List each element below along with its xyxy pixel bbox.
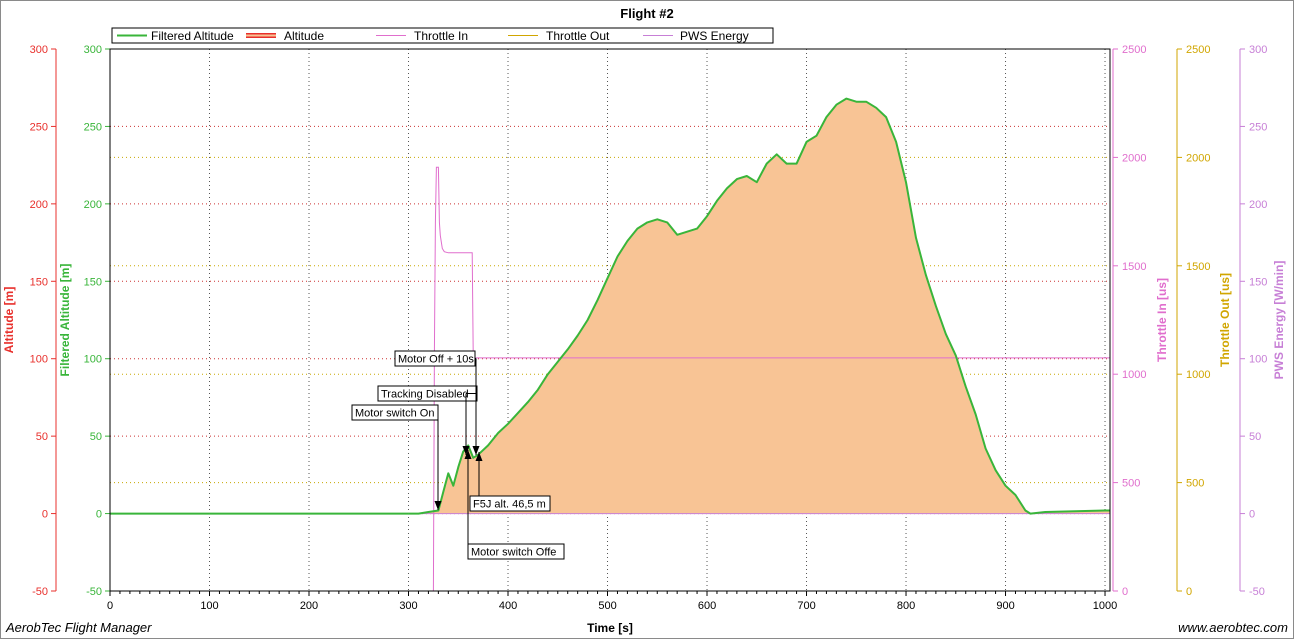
annotation-label: Motor switch On <box>355 408 434 420</box>
tick-label: -50 <box>32 586 48 598</box>
tick-label: 100 <box>30 354 48 366</box>
tick-label: 300 <box>399 600 417 612</box>
annotation-arrow <box>464 450 472 459</box>
tick-label: 2500 <box>1186 44 1210 56</box>
tick-label: 500 <box>1186 478 1204 490</box>
legend-entry-pws-energy[interactable]: PWS Energy <box>643 29 749 43</box>
legend-entry-throttle-in[interactable]: Throttle In <box>376 29 468 43</box>
legend-entry-altitude[interactable]: Altitude <box>246 29 324 43</box>
legend-swatch-altitude-inner <box>246 34 276 37</box>
tick-label: 250 <box>30 121 48 133</box>
tick-label: 100 <box>200 600 218 612</box>
y-axis-altitude: -50 0 50 100 150 200 250 300 Altitude [m] <box>2 44 57 598</box>
tick-label: 300 <box>84 44 102 56</box>
tick-label: 1000 <box>1186 369 1210 381</box>
annotation-marker: Tracking Disabled <box>377 385 478 455</box>
tick-label: 600 <box>698 600 716 612</box>
legend-entry-throttle-out[interactable]: Throttle Out <box>508 29 610 43</box>
tick-label: 800 <box>897 600 915 612</box>
tick-label: 1000 <box>1093 600 1117 612</box>
tick-label: 400 <box>499 600 517 612</box>
tick-label: 0 <box>107 600 113 612</box>
axis-label: Filtered Altitude [m] <box>58 264 72 377</box>
annotation-label: Motor Off + 10s <box>398 354 474 366</box>
y-axis-pws-energy: -50 0 50 100 150 200 250 300 PWS Energy [W/min] <box>1239 44 1286 598</box>
tick-label: 200 <box>300 600 318 612</box>
tick-label: 0 <box>1186 586 1192 598</box>
tick-label: 50 <box>90 431 102 443</box>
tick-label: 250 <box>1249 121 1267 133</box>
legend-label: Filtered Altitude <box>151 29 234 43</box>
tick-label: 150 <box>84 276 102 288</box>
area-layer <box>110 98 1110 514</box>
axis-label: PWS Energy [W/min] <box>1272 261 1286 380</box>
tick-label: 0 <box>42 509 48 521</box>
tick-label: 500 <box>598 600 616 612</box>
marker-layer: Motor switch On Tracking Disabled Motor Of… <box>351 350 565 560</box>
tick-label: 100 <box>84 354 102 366</box>
tick-label: 150 <box>1249 276 1267 288</box>
tick-label: 700 <box>797 600 815 612</box>
legend-label: Throttle In <box>414 29 468 43</box>
axis-label: Altitude [m] <box>2 287 16 354</box>
annotation-arrow <box>462 446 470 455</box>
website-link[interactable]: www.aerobtec.com <box>1178 620 1288 635</box>
tick-label: 2500 <box>1122 44 1146 56</box>
tick-label: 900 <box>996 600 1014 612</box>
y-axis-throttle-in: 0 500 1000 1500 2000 2500 Throttle In [us] <box>1112 44 1169 598</box>
legend-box <box>111 27 774 44</box>
tick-label: 50 <box>1249 431 1261 443</box>
legend: Filtered Altitude Altitude Throttle In T… <box>111 27 774 44</box>
x-axis-label: Time [s] <box>587 621 633 635</box>
axis-label: Throttle Out [us] <box>1218 273 1232 367</box>
tick-label: 1500 <box>1186 261 1210 273</box>
y-axis-throttle-out: 0 500 1000 1500 2000 2500 Throttle Out [us] <box>1176 44 1232 598</box>
tick-label: 500 <box>1122 478 1140 490</box>
annotation-box <box>469 495 551 512</box>
series-line-filtered-altitude <box>110 97 1110 515</box>
tick-label: 300 <box>30 44 48 56</box>
app-name: AerobTec Flight Manager <box>6 620 152 635</box>
tick-label: -50 <box>1249 586 1265 598</box>
annotation-marker: Motor Off + 10s <box>394 350 480 455</box>
tick-label: -50 <box>86 586 102 598</box>
annotation-label: F5J alt. 46,5 m <box>473 499 546 511</box>
tick-label: 2000 <box>1186 152 1210 164</box>
tick-label: 0 <box>96 509 102 521</box>
annotation-label: Tracking Disabled <box>381 389 469 401</box>
series-line-throttle-in <box>110 166 1110 592</box>
annotation-marker: Motor switch Offe <box>464 450 565 560</box>
tick-label: 0 <box>1122 586 1128 598</box>
annotation-marker: F5J alt. 46,5 m <box>469 452 551 512</box>
legend-entry-filtered-altitude[interactable]: Filtered Altitude <box>117 29 234 43</box>
annotation-marker: Motor switch On <box>351 404 442 510</box>
annotation-box <box>467 543 565 560</box>
tick-label: 300 <box>1249 44 1267 56</box>
tick-label: 1500 <box>1122 261 1146 273</box>
tick-label: 50 <box>36 431 48 443</box>
chart-title: Flight #2 <box>620 6 673 21</box>
axis-label: Throttle In [us] <box>1155 278 1169 362</box>
tick-label: 0 <box>1249 509 1255 521</box>
legend-label: PWS Energy <box>680 29 749 43</box>
tick-label: 200 <box>84 199 102 211</box>
tick-label: 1000 <box>1122 369 1146 381</box>
tick-label: 200 <box>1249 199 1267 211</box>
tick-label: 250 <box>84 121 102 133</box>
annotation-label: Motor switch Offe <box>471 547 556 559</box>
legend-label: Altitude <box>284 29 324 43</box>
tick-label: 200 <box>30 199 48 211</box>
series-area-altitude <box>110 98 1110 514</box>
plot-area <box>109 48 1111 592</box>
tick-label: 100 <box>1249 354 1267 366</box>
annotation-arrow <box>434 501 442 510</box>
tick-label: 2000 <box>1122 152 1146 164</box>
legend-label: Throttle Out <box>546 29 610 43</box>
annotation-arrow <box>472 446 480 455</box>
annotation-arrow <box>475 452 483 461</box>
axes-layer: -50 0 50 100 150 200 250 300 Altitude [m] -50 0 50 1… <box>2 44 1286 612</box>
tick-label: 150 <box>30 276 48 288</box>
